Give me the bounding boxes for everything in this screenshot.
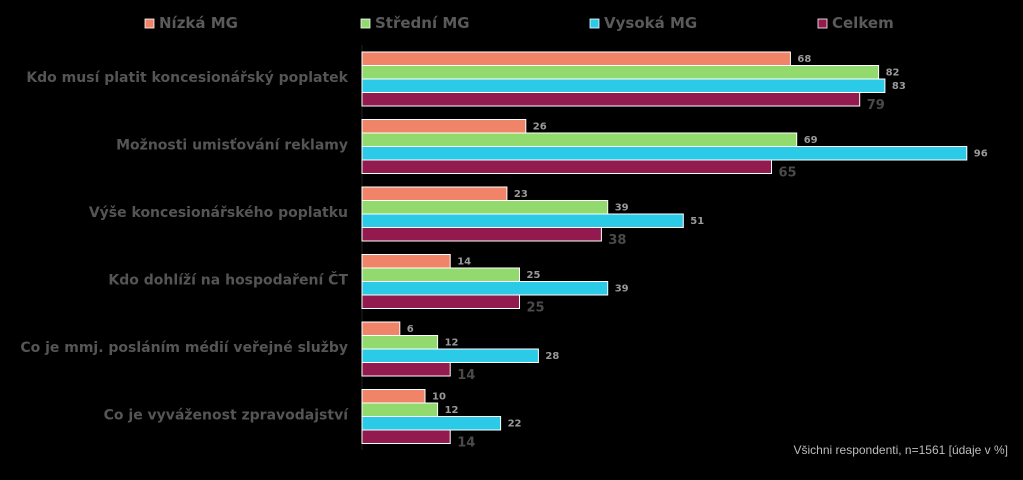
- category-label: Co je mmj. posláním médií veřejné služby: [20, 340, 348, 356]
- bar: [361, 281, 609, 296]
- legend-label: Vysoká MG: [604, 14, 697, 32]
- bar: [361, 132, 798, 147]
- data-label: 25: [527, 301, 545, 316]
- bar: [361, 119, 527, 134]
- data-label: 14: [457, 436, 475, 451]
- bar: [361, 200, 609, 215]
- category-label: Kdo musí platit koncesionářský poplatek: [26, 70, 348, 86]
- data-label: 10: [432, 392, 446, 403]
- bar: [361, 389, 426, 404]
- bar: [361, 146, 968, 161]
- data-label: 23: [514, 189, 528, 200]
- data-label: 6: [407, 324, 414, 335]
- bar: [361, 227, 602, 242]
- category-label: Výše koncesionářského poplatku: [89, 205, 348, 221]
- data-label: 26: [533, 122, 547, 133]
- data-label: 96: [974, 149, 988, 160]
- data-label: 12: [445, 338, 459, 349]
- data-label: 38: [608, 233, 626, 248]
- legend-swatch: [360, 18, 371, 29]
- data-label: 25: [527, 270, 541, 281]
- bar: [361, 402, 439, 417]
- category-label: Kdo dohlíží na hospodaření ČT: [108, 271, 348, 289]
- data-label: 28: [545, 351, 559, 362]
- category-label: Možnosti umisťování reklamy: [116, 138, 348, 154]
- legend-swatch: [817, 18, 828, 29]
- data-label: 14: [457, 257, 471, 268]
- legend-label: Střední MG: [375, 14, 470, 32]
- data-label: 79: [867, 98, 885, 113]
- data-label: 83: [892, 81, 906, 92]
- bar: [361, 213, 684, 228]
- bar: [361, 159, 772, 174]
- legend-swatch: [144, 18, 155, 29]
- bar: [361, 78, 886, 93]
- legend-label: Nízká MG: [159, 14, 238, 32]
- data-label: 39: [615, 284, 629, 295]
- bar: [361, 51, 791, 66]
- data-label: 51: [690, 216, 704, 227]
- bar: [361, 335, 439, 350]
- bar: [361, 65, 880, 80]
- bar: [361, 321, 401, 336]
- bar: [361, 429, 451, 444]
- data-label: 65: [779, 166, 797, 181]
- data-label: 12: [445, 405, 459, 416]
- bar: [361, 348, 539, 363]
- data-label: 39: [615, 203, 629, 214]
- bar: [361, 254, 451, 269]
- data-label: 22: [508, 419, 522, 430]
- footnote: Všichni respondenti, n=1561 [údaje v %]: [793, 443, 1008, 457]
- data-label: 82: [886, 68, 900, 79]
- bar: [361, 186, 508, 201]
- bar: [361, 416, 502, 431]
- data-label: 69: [804, 135, 818, 146]
- bar: [361, 362, 451, 377]
- bar: [361, 267, 520, 282]
- bar: [361, 92, 861, 107]
- bar: [361, 294, 520, 309]
- legend-swatch: [589, 18, 600, 29]
- legend-label: Celkem: [832, 14, 894, 32]
- data-label: 14: [457, 368, 475, 383]
- category-label: Co je vyváženost zpravodajství: [104, 408, 350, 424]
- data-label: 68: [797, 54, 811, 65]
